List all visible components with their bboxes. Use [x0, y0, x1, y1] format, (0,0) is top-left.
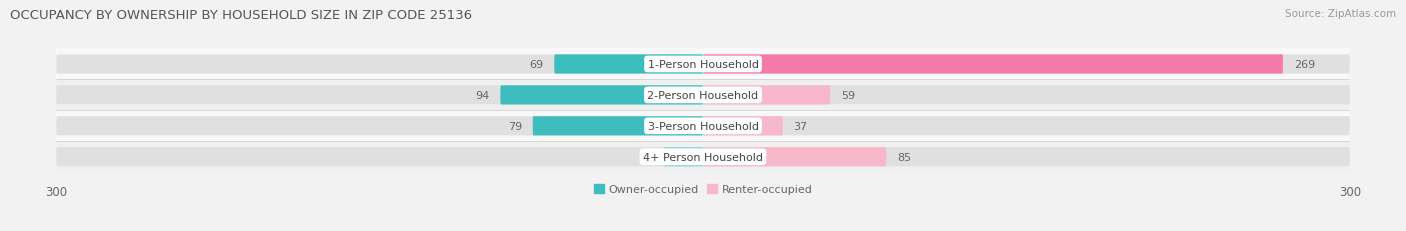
Text: OCCUPANCY BY OWNERSHIP BY HOUSEHOLD SIZE IN ZIP CODE 25136: OCCUPANCY BY OWNERSHIP BY HOUSEHOLD SIZE… [10, 9, 472, 22]
FancyBboxPatch shape [703, 86, 830, 105]
FancyBboxPatch shape [703, 55, 1282, 74]
Text: 0: 0 [685, 152, 692, 162]
Text: 269: 269 [1294, 60, 1315, 70]
Legend: Owner-occupied, Renter-occupied: Owner-occupied, Renter-occupied [589, 179, 817, 199]
Bar [0, 111, 1406, 142]
Text: 79: 79 [508, 121, 522, 131]
FancyBboxPatch shape [56, 148, 1350, 167]
FancyBboxPatch shape [703, 117, 783, 136]
Bar [0, 80, 1406, 111]
FancyBboxPatch shape [664, 148, 703, 167]
Bar [0, 49, 1406, 80]
Text: 85: 85 [897, 152, 911, 162]
Text: 1-Person Household: 1-Person Household [648, 60, 758, 70]
Text: 59: 59 [841, 91, 855, 100]
Text: 2-Person Household: 2-Person Household [647, 91, 759, 100]
FancyBboxPatch shape [56, 86, 1350, 105]
Text: 4+ Person Household: 4+ Person Household [643, 152, 763, 162]
Text: 3-Person Household: 3-Person Household [648, 121, 758, 131]
Text: 69: 69 [529, 60, 544, 70]
Text: Source: ZipAtlas.com: Source: ZipAtlas.com [1285, 9, 1396, 19]
FancyBboxPatch shape [703, 148, 886, 167]
FancyBboxPatch shape [56, 55, 1350, 74]
Text: 94: 94 [475, 91, 489, 100]
FancyBboxPatch shape [554, 55, 703, 74]
FancyBboxPatch shape [56, 117, 1350, 136]
Bar [0, 142, 1406, 173]
FancyBboxPatch shape [501, 86, 703, 105]
FancyBboxPatch shape [533, 117, 703, 136]
Text: 37: 37 [793, 121, 807, 131]
